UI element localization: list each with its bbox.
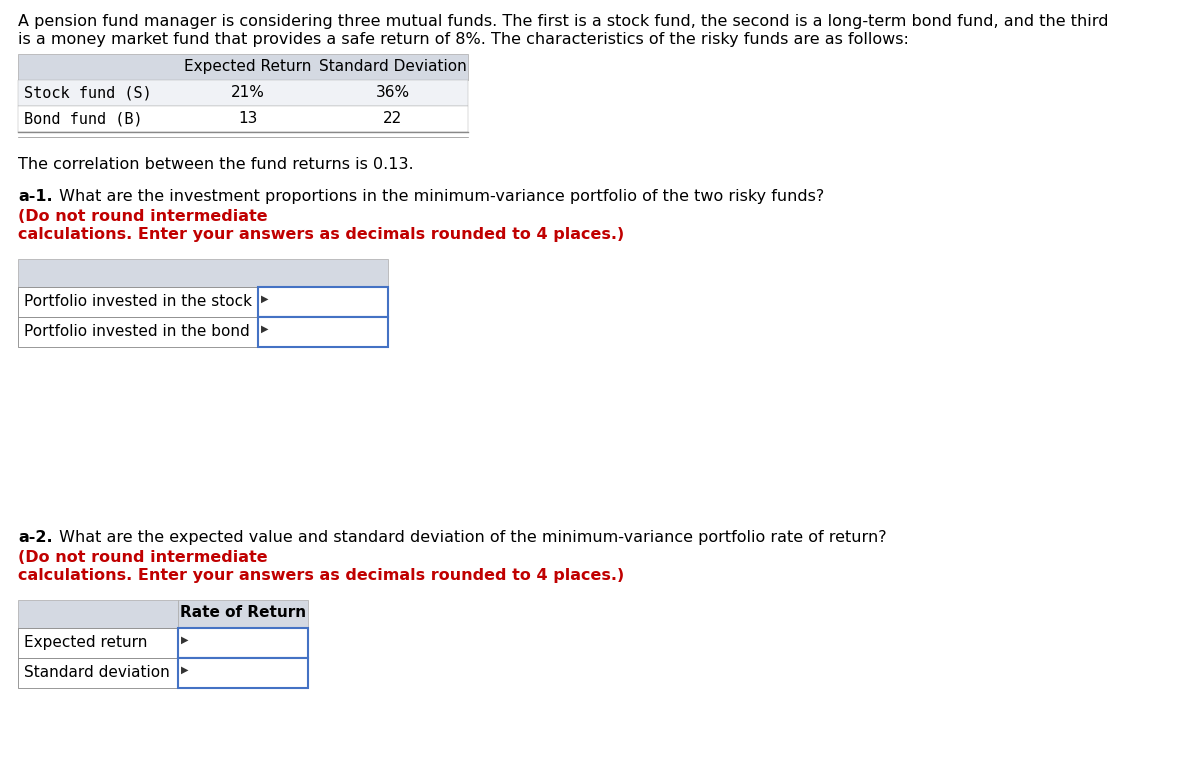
Bar xyxy=(178,628,308,658)
Text: ▶: ▶ xyxy=(262,294,269,304)
Text: 21%: 21% xyxy=(232,85,265,100)
Text: Standard deviation: Standard deviation xyxy=(24,665,169,680)
Bar xyxy=(18,600,178,628)
Bar xyxy=(18,80,468,106)
Text: 13: 13 xyxy=(239,111,258,126)
Text: is a money market fund that provides a safe return of 8%. The characteristics of: is a money market fund that provides a s… xyxy=(18,32,908,47)
Bar xyxy=(178,658,308,688)
Bar xyxy=(18,317,258,347)
Bar xyxy=(18,54,468,80)
Text: ▶: ▶ xyxy=(181,635,188,645)
Text: ▶: ▶ xyxy=(181,665,188,675)
Text: a-1.: a-1. xyxy=(18,189,53,204)
Bar xyxy=(258,287,388,317)
Text: calculations. Enter your answers as decimals rounded to 4 places.): calculations. Enter your answers as deci… xyxy=(18,227,624,242)
Text: Rate of Return: Rate of Return xyxy=(180,605,306,620)
Bar xyxy=(18,259,388,287)
Text: Portfolio invested in the bond: Portfolio invested in the bond xyxy=(24,324,250,339)
Text: Bond fund (B): Bond fund (B) xyxy=(24,111,143,126)
Text: Portfolio invested in the stock: Portfolio invested in the stock xyxy=(24,294,252,309)
Text: ▶: ▶ xyxy=(262,324,269,334)
Text: Expected Return: Expected Return xyxy=(185,59,312,74)
Text: Stock fund (S): Stock fund (S) xyxy=(24,85,151,100)
Text: A pension fund manager is considering three mutual funds. The first is a stock f: A pension fund manager is considering th… xyxy=(18,14,1109,29)
Text: 36%: 36% xyxy=(376,85,410,100)
Text: 22: 22 xyxy=(383,111,403,126)
Text: The correlation between the fund returns is 0.13.: The correlation between the fund returns… xyxy=(18,157,414,172)
Text: calculations. Enter your answers as decimals rounded to 4 places.): calculations. Enter your answers as deci… xyxy=(18,568,624,583)
Text: Standard Deviation: Standard Deviation xyxy=(319,59,467,74)
Text: Expected return: Expected return xyxy=(24,635,148,650)
Text: (Do not round intermediate: (Do not round intermediate xyxy=(18,209,268,224)
Bar xyxy=(18,628,178,658)
Text: a-2.: a-2. xyxy=(18,530,53,545)
Text: What are the expected value and standard deviation of the minimum-variance portf: What are the expected value and standard… xyxy=(54,530,892,545)
Bar xyxy=(18,106,468,132)
Bar xyxy=(18,658,178,688)
Bar xyxy=(18,287,258,317)
Bar xyxy=(258,317,388,347)
Text: What are the investment proportions in the minimum-variance portfolio of the two: What are the investment proportions in t… xyxy=(54,189,829,204)
Text: (Do not round intermediate: (Do not round intermediate xyxy=(18,550,268,565)
Bar xyxy=(178,600,308,628)
